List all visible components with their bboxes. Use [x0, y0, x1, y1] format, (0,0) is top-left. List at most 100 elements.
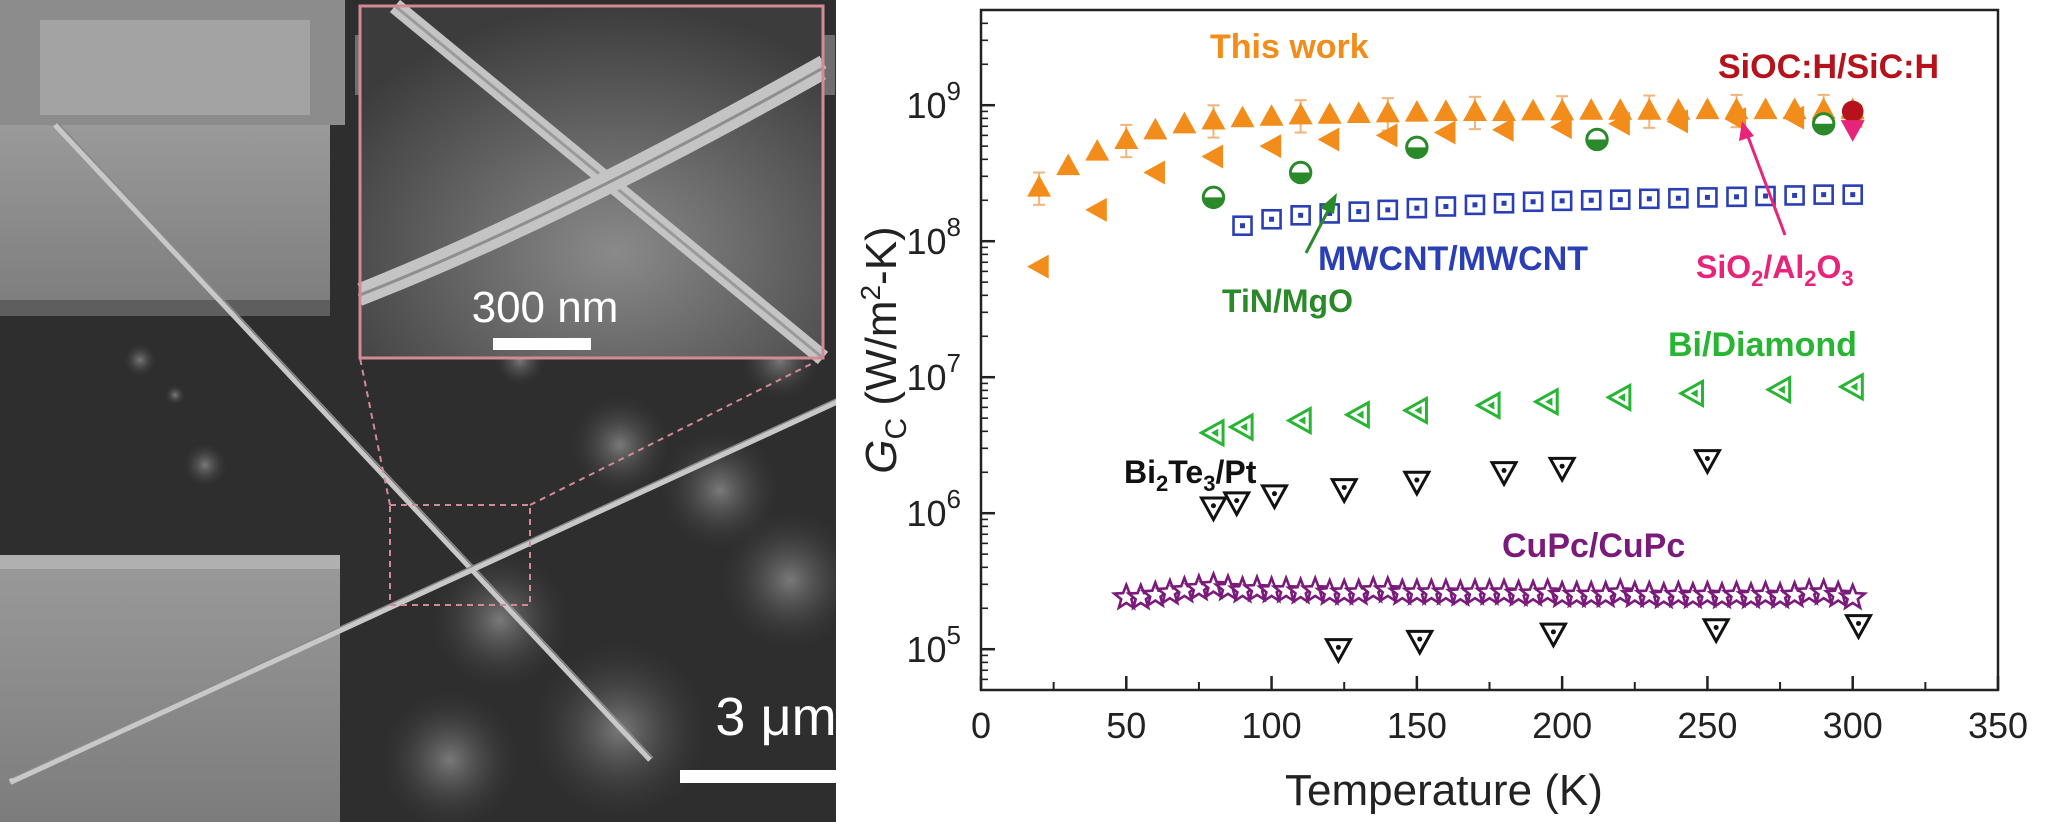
arrow-tin-mgo-head	[1320, 193, 1337, 214]
x-tick-label: 100	[1242, 705, 1302, 746]
y-tick-label: 109	[906, 76, 961, 126]
data-point-triangle	[1027, 175, 1052, 197]
data-point-triangle-left	[1492, 117, 1514, 142]
y-axis-label-units-b: -K)	[857, 226, 906, 285]
data-point-triangle-down-open	[1198, 496, 1229, 523]
data-point-triangle-left	[1608, 111, 1630, 136]
label-this-work: This work	[1210, 28, 1369, 66]
data-point-square	[1697, 187, 1718, 208]
inset-scale-label: 300 nm	[472, 283, 619, 332]
data-point-circle-half	[1811, 112, 1836, 136]
data-point-triangle-left	[1550, 115, 1572, 140]
data-point-triangle-left-open	[1285, 406, 1312, 436]
data-point-triangle-left	[1666, 109, 1688, 134]
x-axis-label: Temperature (K)	[1285, 766, 1603, 815]
data-point-triangle-down-open	[1259, 484, 1290, 511]
data-point-triangle-down-open	[1329, 478, 1359, 505]
data-point-triangle-left-open	[1532, 387, 1559, 417]
data-point-triangle-left-open	[1837, 372, 1864, 402]
data-point-triangle	[1172, 111, 1197, 134]
data-point-circle-half	[1405, 135, 1429, 160]
data-point-triangle	[1811, 97, 1836, 120]
data-point-square	[1551, 190, 1573, 212]
x-tick-label: 0	[971, 705, 991, 746]
inset-image	[357, 0, 829, 365]
label-al-sub: 2	[1804, 266, 1816, 291]
data-point-square	[1348, 201, 1370, 222]
x-tick-label: 200	[1532, 705, 1592, 746]
top-electrode	[0, 0, 835, 316]
data-point-triangle-left	[1085, 197, 1107, 222]
label-al-part: /Al	[1763, 249, 1804, 285]
data-point-triangle	[1288, 102, 1313, 125]
data-point-triangle	[1230, 105, 1255, 128]
data-point-triangle	[1114, 127, 1139, 150]
y-tick-label: 105	[906, 620, 961, 670]
label-sio2-part: SiO	[1696, 249, 1751, 285]
data-point-triangle	[1433, 99, 1458, 122]
data-point-triangle-left	[1782, 105, 1805, 130]
data-point-circle-half	[1201, 185, 1226, 210]
y-tick-label: 107	[906, 348, 961, 398]
data-point-circle-half	[1585, 127, 1609, 152]
data-point-square	[1842, 184, 1864, 205]
data-point-square	[1639, 188, 1660, 210]
data-point-triangle-left	[1433, 120, 1456, 145]
data-point-triangle-left	[1317, 127, 1340, 152]
inset-scale-bar	[493, 338, 591, 350]
main-scale-label: 3 μm	[715, 687, 836, 747]
data-point-star	[1837, 581, 1869, 611]
data-point-square	[1232, 215, 1253, 237]
data-point-triangle	[1462, 99, 1487, 122]
data-point-star	[1212, 572, 1244, 602]
data-point-triangle-down-open	[1538, 622, 1568, 649]
label-bi2te3-pt: Bi2Te3/Pt	[1124, 454, 1257, 496]
data-point-triangle	[1492, 99, 1517, 122]
label-bi-sub: 2	[1156, 471, 1168, 496]
data-point-triangle-left	[1724, 107, 1747, 132]
data-point-triangle-down	[1840, 120, 1865, 142]
label-sio2-al2o3: SiO2/Al2O3	[1696, 249, 1854, 291]
data-point-circle	[1841, 100, 1864, 123]
data-point-star	[1822, 578, 1854, 609]
data-point-square	[1609, 189, 1631, 210]
label-pt-part: /Pt	[1215, 454, 1256, 490]
data-point-square	[1813, 184, 1834, 205]
data-point-triangle	[1085, 139, 1110, 161]
data-point-star	[1372, 574, 1404, 604]
label-te-part: Te	[1168, 454, 1203, 490]
data-point-square	[1406, 197, 1428, 219]
data-point-triangle-down-open	[1402, 470, 1432, 497]
data-point-triangle	[1579, 98, 1604, 120]
arrow-sio2-head	[1739, 121, 1754, 141]
data-point-square	[1290, 205, 1311, 226]
data-point-triangle-left	[1143, 160, 1165, 185]
data-point-star	[1299, 574, 1331, 604]
data-point-square	[1377, 199, 1399, 221]
data-point-triangle	[1317, 102, 1342, 124]
x-tick-label: 250	[1677, 705, 1737, 746]
data-point-triangle-left-open	[1474, 390, 1501, 420]
data-point-triangle-down-open	[1692, 449, 1722, 476]
data-point-triangle	[1201, 107, 1226, 130]
x-tick-label: 300	[1823, 705, 1883, 746]
arrow-tin-mgo	[1304, 204, 1333, 254]
y-tick-label: 108	[906, 212, 961, 262]
data-point-square	[1493, 192, 1515, 214]
data-point-triangle	[1259, 104, 1284, 126]
data-point-triangle-down-open	[1489, 461, 1519, 488]
data-point-triangle	[1404, 100, 1429, 122]
y-axis-label: GC (W/m2-K)	[855, 226, 913, 473]
data-point-triangle	[1695, 97, 1720, 120]
data-point-square	[1435, 196, 1457, 217]
data-point-triangle-left-open	[1605, 382, 1632, 412]
label-te-sub: 3	[1203, 471, 1215, 496]
data-point-triangle-down-open	[1843, 614, 1874, 641]
bottom-electrode	[0, 555, 340, 822]
nanowires	[8, 122, 836, 785]
data-point-triangle	[1375, 100, 1400, 123]
data-point-triangle	[1056, 153, 1081, 176]
y-tick-label: 106	[906, 484, 961, 534]
data-point-triangle-left	[1201, 144, 1224, 169]
x-tick-label: 350	[1968, 705, 2028, 746]
